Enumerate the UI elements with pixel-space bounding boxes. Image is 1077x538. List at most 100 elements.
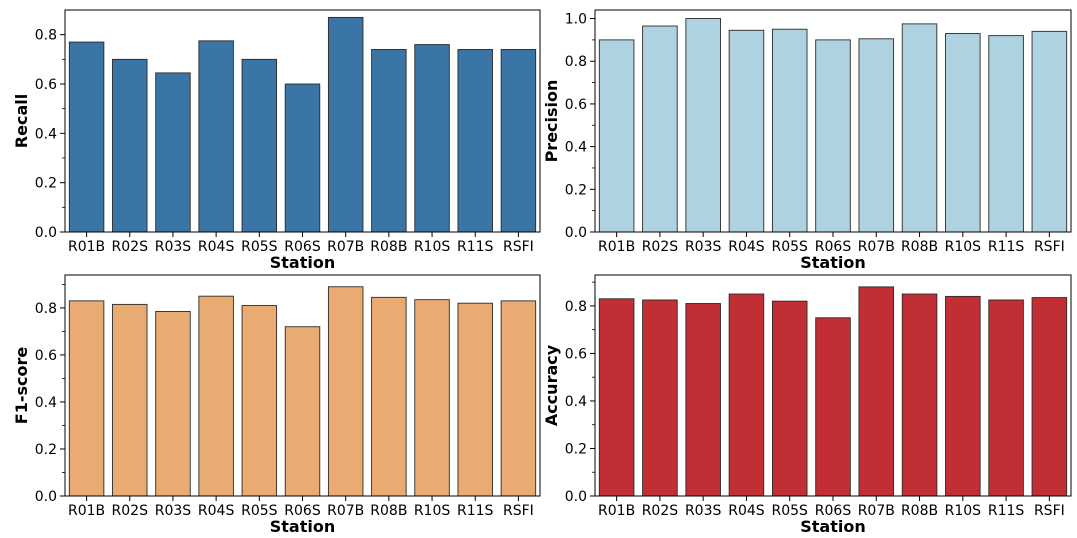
x-tick-label: R02S bbox=[112, 239, 149, 255]
bar-R03S bbox=[685, 18, 721, 233]
bar-R01B bbox=[68, 41, 105, 233]
bar-R05S bbox=[771, 28, 808, 233]
x-axis-title: Station bbox=[800, 517, 865, 534]
y-tick-label: 0.4 bbox=[565, 394, 587, 410]
x-tick-label: R08B bbox=[370, 503, 407, 519]
plot-frame bbox=[594, 9, 1072, 233]
x-tick-label: R01B bbox=[598, 503, 635, 519]
y-tick-label: 0.8 bbox=[565, 299, 587, 315]
x-tick-label: R10S bbox=[414, 503, 451, 519]
bar-RSFI bbox=[1031, 297, 1068, 497]
x-tick-label: R05S bbox=[772, 239, 809, 255]
bar-R10S bbox=[414, 44, 450, 233]
bar-R07B bbox=[327, 286, 364, 497]
bar-R08B bbox=[901, 23, 938, 233]
x-tick-label: R04S bbox=[198, 503, 235, 519]
bar-R05S bbox=[241, 305, 278, 497]
bar-R04S bbox=[198, 40, 234, 233]
x-tick-label: R02S bbox=[642, 503, 679, 519]
x-tick-label: R07B bbox=[858, 239, 895, 255]
bar-R10S bbox=[945, 295, 981, 497]
bar-R11S bbox=[988, 35, 1024, 233]
x-tick-label: R08B bbox=[370, 239, 407, 255]
bar-R11S bbox=[457, 302, 493, 497]
y-axis-title: F1-score bbox=[12, 347, 31, 425]
bar-R08B bbox=[371, 296, 407, 497]
x-tick-label: RSFI bbox=[503, 503, 534, 519]
y-tick-label: 0.6 bbox=[565, 346, 587, 362]
x-tick-label: R04S bbox=[728, 503, 765, 519]
x-tick-label: R04S bbox=[728, 239, 765, 255]
y-axis-title: Accuracy bbox=[542, 344, 561, 426]
x-tick-label: R06S bbox=[815, 239, 852, 255]
bar-R08B bbox=[901, 293, 938, 497]
x-tick-label: R01B bbox=[68, 239, 105, 255]
x-tick-label: R10S bbox=[414, 239, 451, 255]
bar-R07B bbox=[327, 16, 364, 233]
x-tick-label: R11S bbox=[988, 239, 1025, 255]
chart-panel-3: 0.0 0.2 0.4 0.6 0.8 R01B R02S R03S R04S R05S R06S R… bbox=[542, 274, 1072, 536]
bar-R03S bbox=[155, 72, 191, 233]
x-tick-label: R03S bbox=[685, 503, 722, 519]
bar-RSFI bbox=[500, 49, 537, 233]
bar-R06S bbox=[284, 326, 321, 497]
bar-RSFI bbox=[500, 300, 537, 497]
x-tick-label: R02S bbox=[642, 239, 679, 255]
y-tick-label: 0.2 bbox=[35, 442, 57, 458]
y-tick-label: 0.2 bbox=[35, 176, 57, 192]
x-axis-title: Station bbox=[800, 253, 865, 272]
x-tick-label: R04S bbox=[198, 239, 235, 255]
bar-R01B bbox=[68, 300, 105, 497]
y-axis-title: Precision bbox=[542, 80, 561, 163]
bar-R08B bbox=[371, 49, 407, 233]
bar-R04S bbox=[198, 295, 234, 497]
x-tick-label: R10S bbox=[945, 503, 982, 519]
bar-R03S bbox=[155, 310, 191, 497]
x-tick-label: R08B bbox=[901, 503, 938, 519]
x-tick-label: R08B bbox=[901, 239, 938, 255]
chart-panel-1: 0.0 0.2 0.4 0.6 0.8 1.0 R01B R02S R03S R04S R05S R0… bbox=[542, 9, 1072, 272]
x-tick-label: R05S bbox=[241, 503, 278, 519]
x-tick-label: RSFI bbox=[1034, 239, 1065, 255]
x-tick-label: R06S bbox=[815, 503, 852, 519]
x-tick-label: R07B bbox=[327, 503, 364, 519]
x-tick-label: R06S bbox=[284, 239, 321, 255]
y-tick-label: 0.4 bbox=[35, 395, 57, 411]
bar-R05S bbox=[241, 58, 278, 233]
y-tick-label: 0.6 bbox=[35, 77, 57, 93]
y-tick-label: 0.6 bbox=[35, 348, 57, 364]
y-tick-label: 0.2 bbox=[565, 441, 587, 457]
bar-R02S bbox=[112, 58, 148, 233]
x-tick-label: R03S bbox=[685, 239, 722, 255]
x-tick-label: R11S bbox=[457, 239, 494, 255]
chart-panel-2: 0.0 0.2 0.4 0.6 0.8 R01B R02S R03S R04S R05S R06S R… bbox=[12, 274, 541, 536]
x-tick-label: R10S bbox=[945, 239, 982, 255]
x-tick-label: R03S bbox=[155, 239, 192, 255]
x-axis-title: Station bbox=[270, 253, 335, 272]
y-tick-label: 0.0 bbox=[565, 225, 587, 241]
bar-R10S bbox=[414, 299, 450, 497]
chart-panel-0: 0.0 0.2 0.4 0.6 0.8 R01B R02S R03S R04S R05S R06S R… bbox=[12, 9, 541, 272]
bar-R06S bbox=[815, 317, 851, 497]
x-tick-label: RSFI bbox=[1034, 503, 1065, 519]
y-tick-label: 0.4 bbox=[35, 126, 57, 142]
plot-frame bbox=[64, 9, 541, 233]
x-tick-label: R02S bbox=[112, 503, 149, 519]
y-tick-label: 0.2 bbox=[565, 182, 587, 198]
x-tick-label: R01B bbox=[598, 239, 635, 255]
y-tick-label: 0.0 bbox=[565, 489, 587, 505]
y-tick-label: 0.0 bbox=[35, 225, 57, 241]
plot-frame bbox=[594, 274, 1072, 497]
bar-R06S bbox=[815, 39, 851, 233]
bar-R03S bbox=[685, 303, 721, 497]
x-tick-label: RSFI bbox=[503, 239, 534, 255]
y-tick-label: 0.8 bbox=[565, 54, 587, 70]
y-tick-label: 0.4 bbox=[565, 140, 587, 156]
x-axis-title: Station bbox=[270, 517, 335, 534]
bar-R07B bbox=[858, 38, 895, 233]
bar-R02S bbox=[642, 25, 678, 233]
bar-R07B bbox=[858, 286, 895, 497]
bar-R04S bbox=[728, 293, 765, 497]
